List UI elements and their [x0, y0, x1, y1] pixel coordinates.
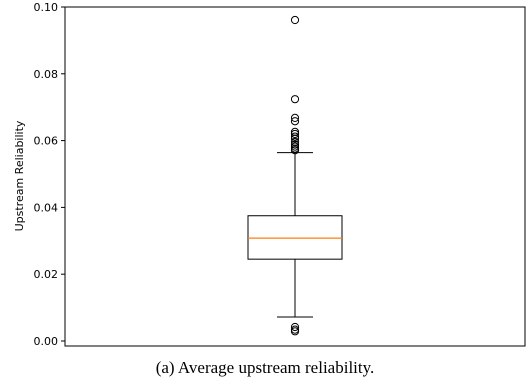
outlier-point: [290, 142, 300, 151]
y-tick-label: 0.08: [34, 68, 59, 81]
outlier-point: [290, 146, 300, 155]
outlier-point: [290, 117, 300, 126]
outlier-point: [290, 322, 300, 332]
y-axis-label: Upstream Reliability: [13, 120, 26, 231]
interquartile-box: [247, 215, 343, 260]
outlier-point: [290, 95, 300, 104]
y-tick-label: 0.04: [34, 201, 59, 214]
outlier-point: [290, 327, 300, 336]
outlier-point: [290, 127, 300, 137]
outlier-point: [290, 132, 300, 141]
outlier-point: [290, 134, 300, 143]
outlier-points: [290, 15, 300, 336]
y-tick-label: 0.00: [34, 335, 59, 348]
y-axis: 0.00 0.02 0.04 0.06 0.08 0.10: [34, 1, 65, 348]
outlier-point: [290, 15, 300, 25]
outlier-point: [290, 129, 300, 139]
y-tick-label: 0.06: [34, 135, 59, 148]
outlier-point: [290, 140, 300, 149]
figure-caption: (a) Average upstream reliability.: [155, 358, 375, 377]
outlier-point: [290, 137, 300, 147]
outlier-point: [290, 113, 300, 122]
y-tick-label: 0.02: [34, 268, 59, 281]
y-tick-label: 0.10: [34, 1, 59, 14]
